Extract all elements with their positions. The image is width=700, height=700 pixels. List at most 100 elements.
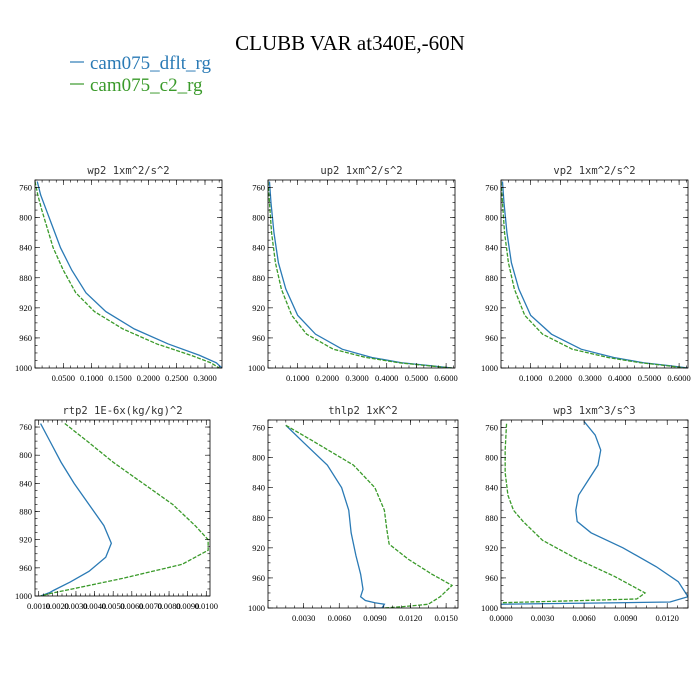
series-line-dflt: [501, 181, 688, 368]
panel-title: vp2 1xm^2/s^2: [553, 165, 635, 177]
y-tick-label: 840: [485, 243, 498, 253]
x-tick-label: 0.0120: [656, 613, 679, 623]
legend: cam075_dflt_rg cam075_c2_rg: [70, 53, 212, 96]
y-tick-label: 840: [252, 243, 265, 253]
x-tick-label: 0.0030: [64, 601, 87, 611]
y-tick-label: 800: [485, 453, 498, 463]
y-tick-label: 960: [252, 333, 265, 343]
series-line-dflt: [285, 424, 386, 608]
x-tick-label: 0.0020: [46, 601, 69, 611]
y-tick-label: 1000: [248, 603, 265, 613]
panel-frame: [267, 419, 459, 609]
panel-2: up2 1xm^2/s^2 760 800 840 880 920 960 1000 0.100…: [248, 165, 458, 383]
y-tick-label: 960: [19, 563, 32, 573]
y-tick-label: 880: [485, 513, 498, 523]
x-tick-label: 0.0030: [531, 613, 554, 623]
y-tick-label: 960: [485, 573, 498, 583]
x-tick-label: 0.0000: [489, 613, 512, 623]
x-tick-label: 0.6000: [434, 373, 457, 383]
panel-title: wp2 1xm^2/s^2: [87, 165, 169, 177]
panel-6: wp3 1xm^3/s^3 760 800 840 880 920 960 10000.000…: [481, 405, 689, 623]
series-line-c2: [40, 423, 209, 596]
y-tick-label: 800: [252, 213, 265, 223]
x-tick-label: 0.0120: [399, 613, 422, 623]
x-tick-label: 0.1000: [80, 373, 103, 383]
x-tick-label: 0.3000: [193, 373, 216, 383]
panel-frame: [500, 419, 689, 609]
y-tick-label: 920: [19, 303, 32, 313]
y-tick-label: 960: [252, 573, 265, 583]
x-tick-label: 0.1000: [286, 373, 309, 383]
x-tick-label: 0.0060: [120, 601, 143, 611]
x-tick-label: 0.0090: [363, 613, 386, 623]
y-tick-label: 880: [252, 513, 265, 523]
series-line-c2: [35, 181, 220, 368]
panel-title: rtp2 1E-6x(kg/kg)^2: [62, 405, 182, 417]
x-tick-label: 0.2000: [549, 373, 572, 383]
panel-4: rtp2 1E-6x(kg/kg)^2 760 800 840 880 920 960 100…: [15, 405, 218, 611]
y-tick-label: 760: [485, 183, 498, 193]
y-tick-label: 960: [19, 333, 32, 343]
x-tick-label: 0.0030: [292, 613, 315, 623]
x-tick-label: 0.4000: [608, 373, 631, 383]
y-tick-label: 840: [485, 483, 498, 493]
y-tick-label: 880: [19, 507, 32, 517]
figure-title: CLUBB VAR at340E,-60N: [235, 31, 465, 55]
y-tick-label: 1000: [248, 363, 265, 373]
y-tick-label: 840: [252, 483, 265, 493]
panel-frame: [267, 179, 456, 369]
y-tick-label: 920: [19, 535, 32, 545]
x-tick-label: 0.0060: [572, 613, 595, 623]
x-tick-label: 0.0500: [52, 373, 75, 383]
x-tick-label: 0.2000: [137, 373, 160, 383]
x-tick-label: 0.2500: [165, 373, 188, 383]
x-tick-label: 0.2000: [316, 373, 339, 383]
y-tick-label: 800: [19, 450, 32, 460]
panel-title: up2 1xm^2/s^2: [320, 165, 402, 177]
x-tick-label: 0.3000: [578, 373, 601, 383]
x-tick-label: 0.5000: [405, 373, 428, 383]
x-tick-label: 0.0150: [434, 613, 457, 623]
legend-label-c2: cam075_c2_rg: [90, 75, 203, 96]
x-tick-label: 0.6000: [667, 373, 690, 383]
y-tick-label: 800: [252, 453, 265, 463]
x-tick-label: 0.4000: [375, 373, 398, 383]
y-tick-label: 1000: [15, 591, 32, 601]
y-tick-label: 880: [252, 273, 265, 283]
series-line-dflt: [501, 421, 688, 605]
series-line-c2: [501, 181, 686, 368]
x-tick-label: 0.1500: [108, 373, 131, 383]
x-tick-label: 0.0090: [176, 601, 199, 611]
x-tick-label: 0.1000: [519, 373, 542, 383]
series-line-dflt: [40, 423, 113, 596]
panel-frame: [34, 419, 211, 597]
y-tick-label: 880: [19, 273, 32, 283]
panel-1: wp2 1xm^2/s^2 760 800 840 880 920 960 1000 0.050…: [15, 165, 223, 383]
x-tick-label: 0.0050: [102, 601, 125, 611]
panel-title: wp3 1xm^3/s^3: [553, 405, 635, 417]
x-tick-label: 0.0010: [27, 601, 50, 611]
y-tick-label: 920: [252, 543, 265, 553]
y-tick-label: 760: [252, 183, 265, 193]
y-tick-label: 1000: [481, 603, 498, 613]
x-tick-label: 0.0060: [328, 613, 351, 623]
series-line-c2: [268, 181, 453, 368]
y-tick-label: 1000: [15, 363, 32, 373]
panel-frame: [34, 179, 223, 369]
panel-frame: [500, 179, 689, 369]
series-line-c2: [501, 423, 647, 604]
y-tick-label: 920: [252, 303, 265, 313]
series-line-dflt: [36, 181, 222, 368]
y-tick-label: 760: [485, 423, 498, 433]
y-tick-label: 920: [485, 303, 498, 313]
panel-5: thlp2 1xK^2 760 800 840 880 920 960 1000 0.0030 0…: [248, 405, 459, 623]
panels: wp2 1xm^2/s^2 760 800 840 880 920 960 1000 0.050…: [15, 165, 691, 623]
series-line-c2: [285, 424, 454, 608]
y-tick-label: 800: [485, 213, 498, 223]
y-tick-label: 880: [485, 273, 498, 283]
y-tick-label: 920: [485, 543, 498, 553]
y-tick-label: 840: [19, 478, 32, 488]
series-line-dflt: [268, 181, 453, 368]
y-tick-label: 840: [19, 243, 32, 253]
